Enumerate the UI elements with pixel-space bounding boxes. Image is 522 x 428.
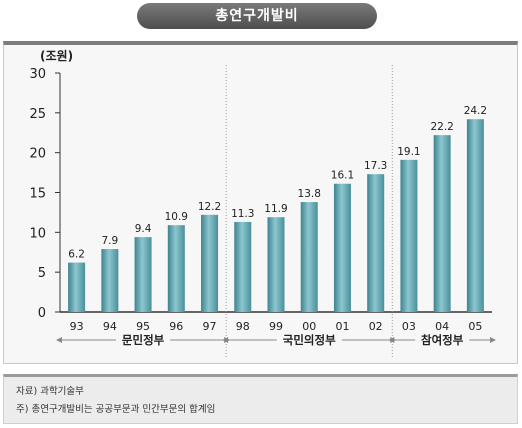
bar-value-label: 10.9: [165, 211, 188, 223]
bar: [300, 202, 318, 312]
y-tick-label: 5: [38, 266, 46, 281]
group-arrow-head-left: [388, 337, 395, 343]
group-label: 국민의정부: [283, 333, 336, 347]
bar-value-label: 22.2: [430, 121, 453, 133]
x-tick-label: 96: [169, 320, 183, 333]
bar-value-label: 17.3: [364, 160, 387, 172]
x-tick-label: 97: [203, 320, 217, 333]
bar-value-label: 11.9: [264, 203, 287, 215]
bar-value-label: 7.9: [101, 235, 118, 247]
x-tick-label: 98: [236, 320, 250, 333]
bar-value-label: 13.8: [298, 188, 321, 200]
footnote: 주) 총연구개발비는 공공부문과 민간부문의 합계임: [16, 404, 216, 415]
x-tick-label: 93: [70, 320, 84, 333]
group-label: 참여정부: [421, 333, 464, 347]
bar: [267, 217, 285, 312]
bar-value-label: 6.2: [68, 249, 85, 261]
chart-title: 총연구개발비: [137, 3, 377, 29]
bar: [101, 249, 119, 312]
group-label-bg: [276, 332, 342, 348]
notes-box: 자료) 과학기술부 주) 총연구개발비는 공공부문과 민간부문의 합계임: [3, 374, 518, 424]
bar-value-label: 24.2: [464, 105, 487, 117]
bar: [333, 183, 351, 312]
group-arrow-head-left: [222, 337, 229, 343]
bar: [466, 119, 484, 312]
x-tick-label: 03: [402, 320, 416, 333]
x-tick-label: 01: [335, 320, 349, 333]
bar-value-label: 19.1: [397, 146, 420, 158]
group-label-bg: [116, 332, 171, 348]
y-tick-label: 30: [29, 67, 46, 82]
chart-panel: [3, 41, 518, 364]
y-tick-label: 0: [38, 306, 46, 321]
y-tick-label: 10: [29, 226, 46, 241]
x-tick-label: 00: [302, 320, 316, 333]
y-axis-unit-label: (조원): [40, 49, 73, 63]
group-label: 문민정부: [122, 333, 165, 347]
y-tick-label: 15: [29, 187, 46, 202]
y-tick-label: 25: [29, 107, 46, 122]
bar-value-label: 11.3: [231, 208, 254, 220]
bar: [201, 214, 219, 312]
bar: [400, 159, 418, 312]
group-arrow-head-right: [490, 337, 496, 343]
bar: [68, 262, 86, 312]
bar-value-label: 16.1: [331, 170, 354, 182]
bar: [433, 135, 451, 312]
y-tick-label: 20: [29, 147, 46, 162]
bar: [134, 237, 152, 312]
group-label-bg: [415, 332, 470, 348]
x-tick-label: 95: [136, 320, 150, 333]
x-tick-label: 04: [435, 320, 449, 333]
source-note: 자료) 과학기술부: [16, 386, 84, 397]
group-arrow-head-left: [56, 337, 62, 343]
x-tick-label: 05: [468, 320, 482, 333]
bar-value-label: 9.4: [135, 223, 152, 235]
bar: [367, 174, 385, 312]
bar: [234, 221, 252, 312]
x-tick-label: 94: [103, 320, 117, 333]
x-tick-label: 02: [369, 320, 383, 333]
x-tick-label: 99: [269, 320, 283, 333]
bar: [167, 225, 185, 312]
bar-value-label: 12.2: [198, 201, 221, 213]
